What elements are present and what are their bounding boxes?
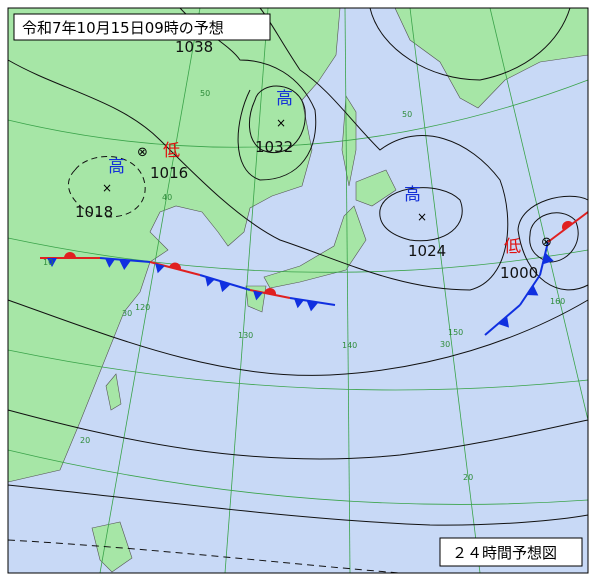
grid-label: 40 xyxy=(162,193,172,202)
pressure-label: 1024 xyxy=(408,242,446,260)
low-symbol: 低 xyxy=(504,237,521,257)
land-taiwan xyxy=(105,373,122,411)
center-mark: × xyxy=(276,116,286,130)
high-symbol: 高 xyxy=(404,185,421,205)
longitude-line xyxy=(99,7,201,574)
isobar xyxy=(7,539,401,574)
center-mark: × xyxy=(417,210,427,224)
land-asia xyxy=(7,7,341,483)
cold-front-symbol xyxy=(306,300,319,312)
isobar xyxy=(379,187,463,242)
warm-front-symbol xyxy=(64,252,76,258)
grid-label: 50 xyxy=(200,89,210,98)
warm-front-symbol xyxy=(169,262,181,271)
high-symbol: 高 xyxy=(108,157,125,177)
cold-front-symbol xyxy=(105,258,115,268)
cold-front-symbol xyxy=(47,258,57,267)
grid-label: 20 xyxy=(463,473,473,482)
cold-front-symbol xyxy=(119,259,131,270)
grid-label: 50 xyxy=(402,110,412,119)
isobar-thick xyxy=(7,7,509,291)
warm-front-symbol xyxy=(264,288,276,296)
footer-box xyxy=(439,537,583,567)
title-box xyxy=(13,13,271,41)
isobar xyxy=(517,195,589,291)
grid-label: 150 xyxy=(448,328,463,337)
isobar xyxy=(249,85,306,154)
pressure-label: 1018 xyxy=(75,203,113,221)
isobar xyxy=(7,484,589,526)
cold-front-symbol xyxy=(205,276,215,287)
pressure-label: 1038 xyxy=(175,38,213,56)
grid-label: 140 xyxy=(342,341,357,350)
isobar xyxy=(179,7,317,181)
title: 令和7年10月15日09時の予想 xyxy=(22,19,224,37)
grid-label: 30 xyxy=(440,340,450,349)
isobar xyxy=(7,299,589,376)
high-symbol: 高 xyxy=(276,89,293,109)
map-border xyxy=(7,7,589,574)
footer-label: ２４時間予想図 xyxy=(452,544,557,562)
fronts xyxy=(40,211,589,336)
pressure-label: 1032 xyxy=(255,138,293,156)
latitude-line xyxy=(7,79,589,148)
cold-front-symbol xyxy=(542,252,554,265)
grid-label: 160 xyxy=(550,297,565,306)
grid-label: 10 xyxy=(43,258,53,267)
cold-front-symbol xyxy=(253,290,263,301)
low-symbol: 低 xyxy=(163,141,180,161)
longitude-line xyxy=(489,7,589,421)
grid-label: 120 xyxy=(135,303,150,312)
grid-label: 20 xyxy=(80,436,90,445)
latitude-line xyxy=(7,449,589,505)
isobar xyxy=(369,7,571,81)
grid-label: 130 xyxy=(238,331,253,340)
land-hokkaido xyxy=(355,169,397,207)
latitude-line xyxy=(7,349,589,391)
longitude-line xyxy=(344,7,351,574)
grid-label: 30 xyxy=(122,309,132,318)
isobar xyxy=(67,156,146,218)
land-honshu xyxy=(263,205,367,289)
longitude-line xyxy=(409,7,481,574)
cold-front-symbol xyxy=(219,280,231,293)
warm-front-symbol xyxy=(562,221,573,231)
cold-front-symbol xyxy=(526,285,539,296)
center-mark: ⊗ xyxy=(541,235,552,250)
isobar xyxy=(7,409,589,460)
center-mark: ⊗ xyxy=(137,145,148,160)
isobar xyxy=(529,212,579,263)
longitude-line xyxy=(224,7,269,574)
latitude-line xyxy=(7,237,589,273)
cold-front-symbol xyxy=(497,316,510,328)
pressure-label: 1000 xyxy=(500,264,538,282)
cold-front-symbol xyxy=(294,298,304,309)
pressure-label: 1016 xyxy=(150,164,188,182)
center-mark: × xyxy=(102,181,112,195)
cold-front-symbol xyxy=(155,263,165,274)
